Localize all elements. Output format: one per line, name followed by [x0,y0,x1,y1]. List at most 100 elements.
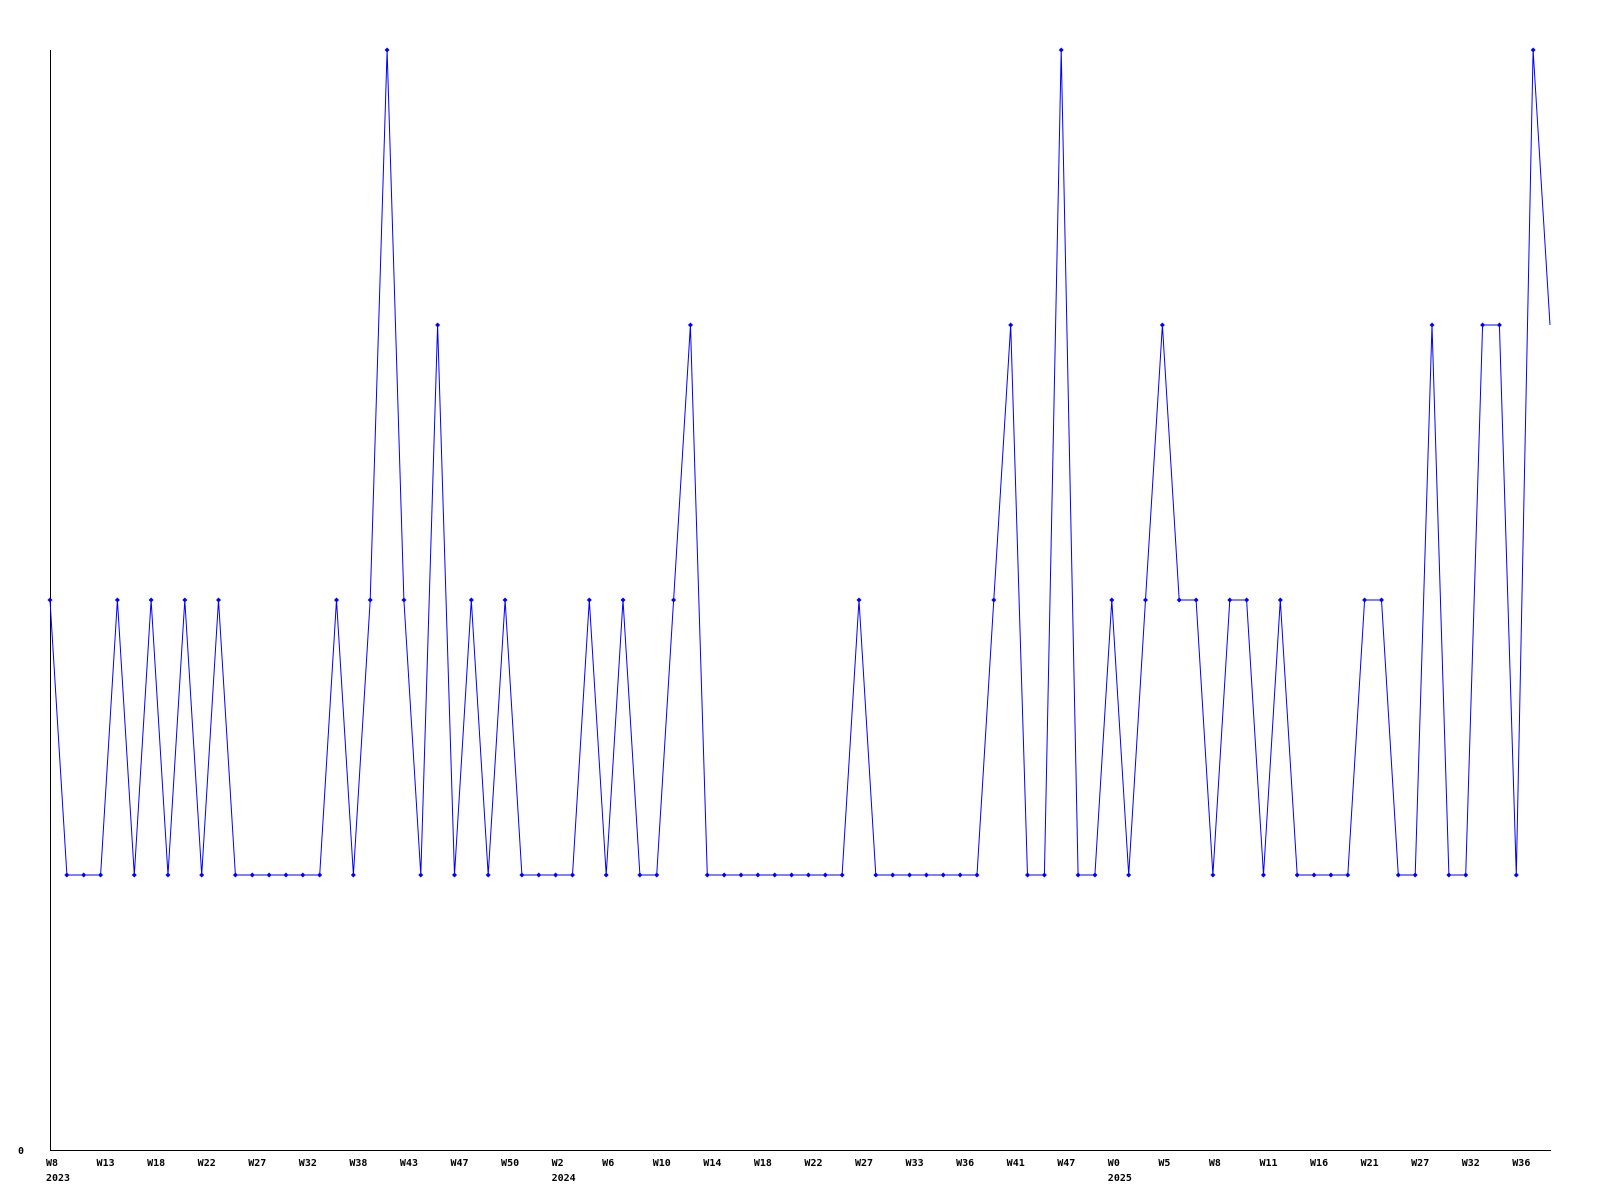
data-point [485,872,491,878]
data-point [1008,322,1014,328]
data-point [1159,322,1165,328]
x-tick-label: W50 [501,1158,519,1169]
data-point [974,872,980,878]
data-point [822,872,828,878]
x-tick-label: W32 [1462,1158,1480,1169]
data-point [536,872,542,878]
data-point [907,872,913,878]
data-point [1311,872,1317,878]
data-point [131,872,137,878]
data-point [519,872,525,878]
data-point [620,597,626,603]
data-point [266,872,272,878]
data-point [1480,322,1486,328]
data-point [502,597,508,603]
data-point [367,597,373,603]
data-point [1294,872,1300,878]
series-line [49,49,1551,876]
x-tick-label: W27 [248,1158,266,1169]
data-point [283,872,289,878]
data-point [114,597,120,603]
x-tick-label: W27 [855,1158,873,1169]
x-tick-label: W32 [299,1158,317,1169]
data-point [1193,597,1199,603]
data-point [451,872,457,878]
data-point [1227,597,1233,603]
data-point [1345,872,1351,878]
data-point [232,872,238,878]
data-point [1429,322,1435,328]
data-point [1058,47,1064,53]
data-point [182,597,188,603]
x-tick-label: W21 [1361,1158,1379,1169]
data-point [401,597,407,603]
data-point [805,872,811,878]
x-year-label: 2025 [1108,1173,1132,1184]
x-year-label: 2024 [552,1173,576,1184]
x-tick-label: W47 [1057,1158,1075,1169]
data-point [1260,872,1266,878]
data-point [350,872,356,878]
x-tick-label: W11 [1259,1158,1277,1169]
data-point [1277,597,1283,603]
x-tick-label: W10 [653,1158,671,1169]
data-point [671,597,677,603]
x-tick-label: W22 [804,1158,822,1169]
data-point [755,872,761,878]
data-point [873,872,879,878]
data-point [64,872,70,878]
x-tick-label: W2 [552,1158,564,1169]
data-point [468,597,474,603]
data-point [418,872,424,878]
x-tick-label: W33 [906,1158,924,1169]
data-point [940,872,946,878]
data-point [98,872,104,878]
data-point [1210,872,1216,878]
x-tick-label: W16 [1310,1158,1328,1169]
data-point [789,872,795,878]
data-point [890,872,896,878]
data-point [1143,597,1149,603]
data-point [1513,872,1519,878]
data-point [991,597,997,603]
data-point [1378,597,1384,603]
data-point [1395,872,1401,878]
data-point [1446,872,1452,878]
x-tick-label: W13 [97,1158,115,1169]
data-point [1176,597,1182,603]
x-tick-label: W36 [956,1158,974,1169]
data-point [1328,872,1334,878]
data-point [1092,872,1098,878]
x-tick-label: W6 [602,1158,614,1169]
data-point [47,597,53,603]
data-point [81,872,87,878]
data-point [704,872,710,878]
y-tick-label: 0 [18,1146,24,1157]
data-point [199,872,205,878]
data-point [1412,872,1418,878]
data-point [435,322,441,328]
data-point [687,322,693,328]
data-point [1244,597,1250,603]
x-tick-label: W0 [1108,1158,1120,1169]
data-point [1530,47,1536,53]
data-point [300,872,306,878]
data-point [1463,872,1469,878]
data-point [317,872,323,878]
x-tick-label: W27 [1411,1158,1429,1169]
data-point [603,872,609,878]
data-point [772,872,778,878]
x-tick-label: W47 [450,1158,468,1169]
data-point [216,597,222,603]
data-point [839,872,845,878]
data-point [553,872,559,878]
data-point [1362,597,1368,603]
x-year-label: 2023 [46,1173,70,1184]
data-point [1041,872,1047,878]
data-point [1496,322,1502,328]
x-tick-label: W18 [754,1158,772,1169]
x-tick-label: W5 [1158,1158,1170,1169]
data-point [1075,872,1081,878]
data-point [249,872,255,878]
